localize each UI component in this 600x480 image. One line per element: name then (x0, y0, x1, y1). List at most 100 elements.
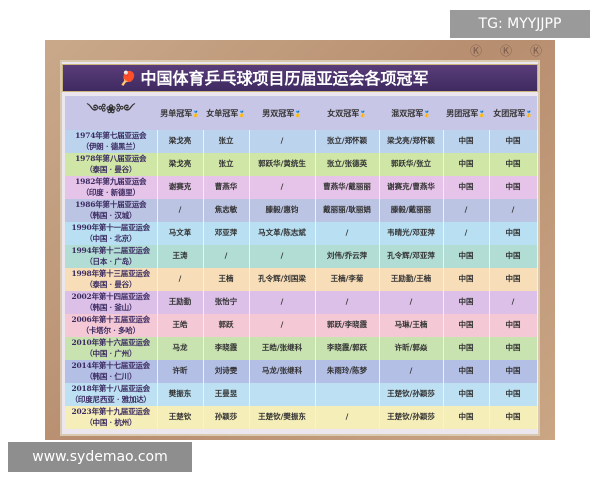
watermark-top: TG: MYYJJPP (450, 10, 590, 38)
ornament-icon: Ⓚ (470, 44, 483, 58)
games-name: 2006年第十五届亚运会 (71, 315, 151, 324)
games-cell: 1990年第十一届亚运会 （中国 · 北京） (65, 222, 158, 245)
gold-medal-icon: 🥇 (238, 110, 246, 118)
games-name: 1994年第十二届亚运会 (71, 246, 151, 255)
games-name: 1982年第九届亚运会 (75, 177, 147, 186)
champion-cell: / (315, 406, 380, 429)
champion-cell: 中国 (443, 360, 490, 383)
champion-cell: 中国 (489, 337, 538, 360)
games-cell: 1974年第七届亚运会 （伊朗 · 德黑兰） (65, 130, 158, 153)
champion-cell: 孔令辉/邓亚萍 (379, 245, 444, 268)
header-label: 男双冠军 (262, 107, 295, 118)
champion-cell: / (443, 222, 490, 245)
champion-cell: 王励勤 (157, 291, 204, 314)
champion-cell: 王楚钦/樊振东 (249, 406, 316, 429)
table-row: 1998年第十三届亚运会 （泰国 · 曼谷） / 王楠 孔令辉/刘国梁 王楠/李菊 王励勤/… (65, 268, 538, 291)
champion-cell: 李晓霞 (203, 337, 250, 360)
ornament-icon: Ⓚ (530, 44, 543, 58)
champion-cell: 王楚钦/孙颖莎 (379, 383, 444, 406)
gold-medal-icon: 🥇 (478, 110, 486, 118)
champion-cell: 孙颖莎 (203, 406, 250, 429)
champion-cell: / (249, 130, 316, 153)
champion-cell: 中国 (443, 268, 490, 291)
champion-cell: / (379, 291, 444, 314)
champion-cell: 张立 (203, 130, 250, 153)
ping-pong-paddle-icon: 🏓 (119, 71, 137, 87)
table-row: 2006年第十五届亚运会 （卡塔尔 · 多哈） 王皓 郭跃 / 郭跃/李晓霞 马琳/王楠 中国… (65, 314, 538, 337)
champion-cell: 马琳/王楠 (379, 314, 444, 337)
champion-cell: / (203, 245, 250, 268)
champion-cell: / (443, 199, 490, 222)
games-cell: 2014年第十七届亚运会 （韩国 · 仁川） (65, 360, 158, 383)
champion-cell: 中国 (489, 383, 538, 406)
champion-cell: 马文革 (157, 222, 204, 245)
games-cell: 2002年第十四届亚运会 （韩国 · 釜山） (65, 291, 158, 314)
watermark-bottom: www.sydemao.com (8, 442, 192, 472)
column-header: 混双冠军🥇 (379, 96, 443, 130)
champion-cell: / (379, 360, 444, 383)
poster-title: 🏓 中国体育乒乓球项目历届亚运会各项冠军 (62, 64, 538, 92)
table-row: 2010年第十六届亚运会 （中国 · 广州） 马龙 李晓霞 王皓/张继科 李晓霞/郭跃 许昕… (65, 337, 538, 360)
table-row: 1978年第八届亚运会 （泰国 · 曼谷） 梁戈亮 张立 郭跃华/黄统生 张立/张德英 郭跃… (65, 153, 538, 176)
champion-cell: 中国 (443, 314, 490, 337)
header-label: 男团冠军 (446, 107, 479, 118)
games-name: 2014年第十七届亚运会 (71, 361, 151, 370)
champion-cell: 刘伟/乔云萍 (315, 245, 380, 268)
table-row: 2023年第十九届亚运会 （中国 · 杭州） 王楚钦 孙颖莎 王楚钦/樊振东 / 王楚钦/孙… (65, 406, 538, 429)
champion-cell (249, 383, 316, 406)
champion-cell: 中国 (489, 222, 538, 245)
table-row: 1986年第十届亚运会 （韩国 · 汉城） / 焦志敏 滕毅/惠钧 戴丽丽/耿丽娟 滕毅/戴… (65, 199, 538, 222)
champion-cell: 中国 (443, 176, 490, 199)
column-header: 女团冠军🥇 (489, 96, 537, 130)
champion-cell: 谢赛克/曹燕华 (379, 176, 444, 199)
champion-cell: 梁戈亮/郑怀颖 (379, 130, 444, 153)
games-name: 2010年第十六届亚运会 (71, 338, 151, 347)
champion-cell: 中国 (443, 245, 490, 268)
games-cell: 1978年第八届亚运会 （泰国 · 曼谷） (65, 153, 158, 176)
champion-cell: 中国 (443, 291, 490, 314)
champion-cell: 许昕/郭焱 (379, 337, 444, 360)
column-header: 女单冠军🥇 (203, 96, 249, 130)
champion-cell: 中国 (443, 383, 490, 406)
header-label: 女单冠军 (206, 107, 239, 118)
games-place: （日本 · 广岛） (85, 256, 137, 266)
champion-cell: 中国 (443, 153, 490, 176)
gold-medal-icon: 🥇 (294, 110, 302, 118)
champion-cell: 戴丽丽/耿丽娟 (315, 199, 380, 222)
champion-cell: / (249, 314, 316, 337)
champion-cell: 王皓/张继科 (249, 337, 316, 360)
header-label: 女团冠军 (493, 107, 526, 118)
table-row: 2018年第十八届亚运会 （印度尼西亚 · 雅加达） 樊振东 王曼昱 王楚钦/孙颖莎 中国… (65, 383, 538, 406)
games-place: （中国 · 北京） (85, 233, 137, 243)
champion-cell: / (249, 291, 316, 314)
champion-cell: 邓亚萍 (203, 222, 250, 245)
champion-cell: / (315, 222, 380, 245)
games-name: 1974年第七届亚运会 (75, 131, 147, 140)
gold-medal-icon: 🥇 (359, 110, 367, 118)
header-row: ༺❀༻ 男单冠军🥇 女单冠军🥇 男双冠军🥇 女双冠军🥇 混双冠军🥇 男团冠军🥇 女团冠军🥇 (65, 96, 537, 130)
champion-cell: 王楠 (203, 268, 250, 291)
champion-cell: 马龙/张继科 (249, 360, 316, 383)
champion-cell: / (489, 291, 538, 314)
champion-cell: 谢赛克 (157, 176, 204, 199)
header-label: 男单冠军 (160, 107, 193, 118)
column-header: 男单冠军🥇 (157, 96, 203, 130)
champion-cell: 滕毅/戴丽丽 (379, 199, 444, 222)
champion-cell: 郭跃华/黄统生 (249, 153, 316, 176)
champion-cell: 中国 (489, 268, 538, 291)
games-cell: 1994年第十二届亚运会 （日本 · 广岛） (65, 245, 158, 268)
table-row: 2014年第十七届亚运会 （韩国 · 仁川） 许昕 刘诗雯 马龙/张继科 朱雨玲/陈梦 / 中… (65, 360, 538, 383)
games-cell: 2010年第十六届亚运会 （中国 · 广州） (65, 337, 158, 360)
champion-cell: 郭跃 (203, 314, 250, 337)
table-row: 1982年第九届亚运会 （印度 · 新德里） 谢赛克 曹燕华 / 曹燕华/戴丽丽 谢赛克/曹… (65, 176, 538, 199)
games-place: （泰国 · 曼谷） (85, 164, 137, 174)
champion-cell: 王楠/李菊 (315, 268, 380, 291)
games-place: （卡塔尔 · 多哈） (81, 325, 141, 335)
champion-cell: 王曼昱 (203, 383, 250, 406)
games-place: （韩国 · 仁川） (85, 371, 137, 381)
champion-cell: 王楚钦/孙颖莎 (379, 406, 444, 429)
games-place: （中国 · 杭州） (85, 417, 137, 427)
ornament-icon: ༺❀༻ (65, 96, 157, 130)
column-header: 女双冠军🥇 (315, 96, 379, 130)
title-text: 中国体育乒乓球项目历届亚运会各项冠军 (140, 69, 429, 88)
